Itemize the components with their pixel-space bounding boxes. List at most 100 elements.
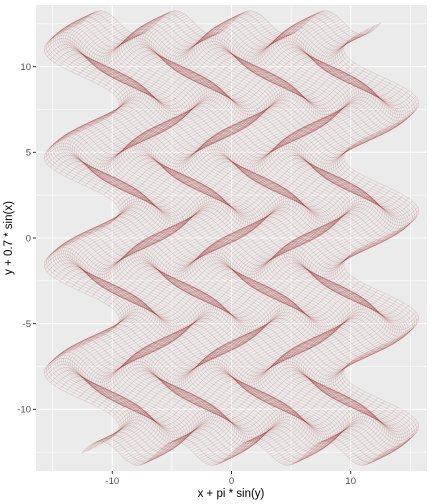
data-curve-col [300, 17, 377, 449]
data-curve-row [54, 373, 355, 398]
data-curve-row [56, 345, 357, 371]
data-curve-col [86, 27, 163, 459]
data-curve-col [257, 31, 334, 463]
data-curve-col [279, 13, 355, 445]
data-curve-row [59, 376, 360, 401]
data-curve-col [328, 33, 405, 465]
data-curve-col [223, 15, 300, 447]
data-curve-col [322, 34, 398, 466]
data-curve-row [117, 419, 418, 445]
data-curve-col [97, 34, 173, 466]
data-curve-row [71, 59, 372, 85]
data-curve-col [270, 20, 347, 452]
y-axis-ticks: -10 -5 0 5 10 [17, 62, 36, 416]
y-tick-label: 5 [26, 148, 31, 159]
data-curve-row [108, 78, 409, 103]
data-curve-row [44, 256, 345, 282]
data-curve-row [48, 28, 349, 54]
data-curve-row [108, 401, 409, 426]
data-curve-col [221, 13, 298, 445]
data-curve-row [65, 56, 366, 82]
data-curve-col [341, 24, 417, 456]
data-curve-col [140, 10, 216, 442]
data-curve-col [206, 11, 283, 443]
data-curve-col [275, 16, 351, 448]
data-curve-col [309, 25, 385, 457]
data-curve-col [183, 31, 259, 463]
data-curve-col [320, 33, 396, 465]
data-curve-col [305, 21, 381, 453]
data-curve-col [313, 29, 390, 461]
data-curve-col [332, 31, 409, 463]
data-curve-col [236, 27, 313, 459]
data-curve-row [71, 382, 372, 408]
data-curve-row [84, 65, 385, 91]
data-curve-row [50, 262, 351, 288]
data-curve-row [68, 231, 369, 257]
data-curve-row [106, 428, 407, 454]
data-curve-row [84, 173, 385, 198]
data-curve-col [198, 18, 274, 450]
data-curve-row [100, 108, 401, 134]
data-curve-row [100, 431, 401, 457]
data-curve-row [100, 216, 401, 242]
data-curve-row [118, 198, 419, 223]
data-curve-row [110, 210, 411, 235]
data-curve-col [228, 19, 304, 451]
data-curve-col [84, 25, 161, 457]
data-curve-row [97, 179, 398, 205]
data-curve-row [97, 394, 398, 420]
data-curve-row [44, 35, 345, 60]
data-curve-row [114, 207, 415, 232]
data-curve-row [50, 47, 351, 72]
data-curve-row [114, 99, 415, 125]
data-curve-row [74, 228, 375, 254]
data-curve-col [277, 14, 353, 446]
data-curve-col [56, 11, 133, 443]
data-curve-col [144, 12, 220, 444]
data-curve-col [193, 22, 270, 454]
data-curve-row [108, 185, 409, 211]
data-curve-row [45, 139, 346, 165]
data-curve-row [84, 281, 385, 306]
data-curve-col [247, 34, 323, 466]
data-curve-row [74, 336, 375, 361]
data-curve-col [315, 31, 392, 463]
data-curve-row [54, 158, 355, 183]
data-curve-col [294, 12, 370, 444]
data-curve-row [97, 71, 398, 97]
data-curve-row [45, 41, 345, 66]
x-tick-label: -10 [105, 476, 119, 487]
data-curve-col [208, 11, 285, 443]
data-curve-row [110, 425, 411, 451]
data-curve-row [115, 407, 416, 432]
data-curve-row [81, 10, 382, 35]
data-curve-row [115, 191, 416, 217]
data-curve-col [180, 33, 257, 465]
data-curve-row [94, 219, 395, 245]
data-curve-col [168, 32, 244, 464]
data-curve-col [187, 28, 263, 460]
data-curve-row [84, 388, 385, 414]
data-curve-col [63, 10, 139, 442]
data-curve-row [88, 437, 389, 463]
data-curve-row [44, 142, 345, 168]
data-curve-row [47, 151, 348, 177]
y-tick-label: -5 [23, 319, 31, 330]
data-curve-col [232, 23, 308, 455]
data-curve-row [118, 308, 419, 334]
data-curve-col [165, 31, 242, 463]
data-curve-row [118, 201, 419, 226]
y-tick-label: -10 [17, 405, 31, 416]
data-curve-row [108, 293, 409, 318]
data-curve-row [68, 16, 369, 42]
data-curve-row [65, 271, 366, 297]
data-curve-row [62, 234, 363, 260]
data-curve-col [285, 10, 362, 442]
data-curve-row [44, 38, 345, 63]
data-curve-row [47, 44, 348, 69]
data-curve-col [65, 10, 141, 442]
data-curve-col [71, 13, 148, 445]
data-curve-row [71, 167, 372, 192]
data-curve-col [80, 21, 156, 453]
